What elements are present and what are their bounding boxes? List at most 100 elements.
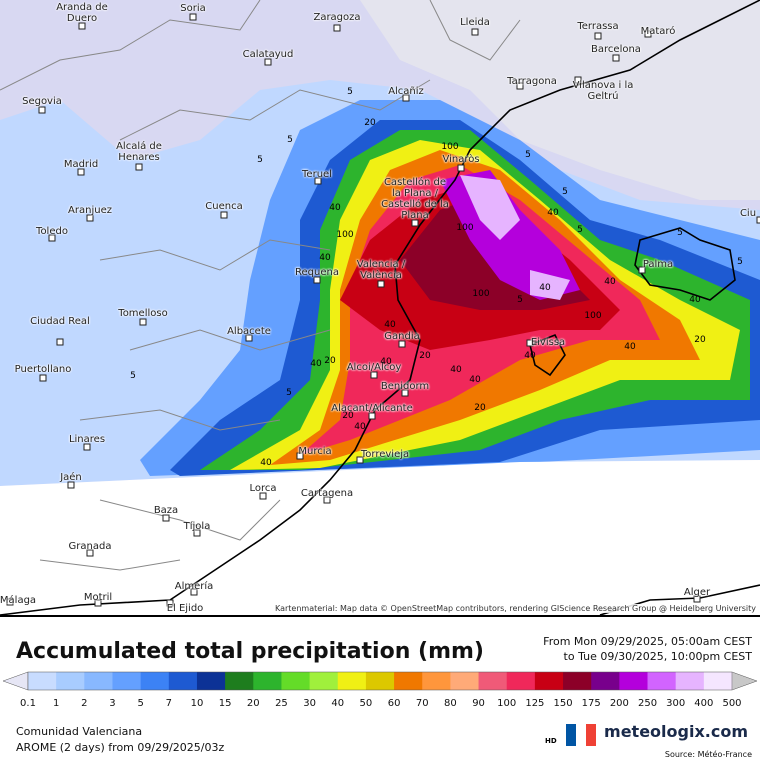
contour-label: 5 (517, 295, 523, 305)
scale-label: 60 (388, 698, 401, 709)
scale-cell (197, 672, 226, 690)
scale-cell (56, 672, 85, 690)
flag (566, 724, 596, 746)
contour-label: 5 (287, 135, 293, 145)
contour-label: 20 (364, 118, 375, 128)
scale-cell (704, 672, 733, 690)
scale-label: 150 (553, 698, 572, 709)
city-label: Ciu (728, 208, 760, 219)
contour-label: 20 (419, 351, 430, 361)
city-label: Lorca (238, 483, 288, 494)
contour-label: 40 (604, 277, 615, 287)
contour-label: 40 (354, 422, 365, 432)
city-label: Vilanova i la Geltrú (563, 80, 643, 102)
contour-label: 100 (456, 223, 473, 233)
city-label: Zaragoza (302, 12, 372, 23)
city-label: El Ejido (160, 603, 210, 614)
city-label: Alcoi/Alcoy (339, 362, 409, 373)
city-label: Gandia (372, 331, 432, 342)
city-label: Toledo (22, 226, 82, 237)
scale-cell (591, 672, 620, 690)
scale-label: 200 (610, 698, 629, 709)
contour-label: 5 (562, 187, 568, 197)
contour-label: 5 (347, 87, 353, 97)
city-label: Murcia (285, 446, 345, 457)
scale-cell (225, 672, 254, 690)
city-label: Terrassa (563, 21, 633, 32)
city-label: Tíjola (172, 521, 222, 532)
scale-label: 400 (694, 698, 713, 709)
city-marker (190, 14, 197, 21)
map-attribution: Kartenmaterial: Map data © OpenStreetMap… (273, 604, 758, 613)
scale-label: 25 (275, 698, 288, 709)
city-marker (140, 319, 147, 326)
chart-title: Accumulated total precipitation (mm) (16, 639, 484, 664)
contour-label: 5 (737, 257, 743, 267)
city-label: Valencia / València (346, 259, 416, 281)
city-marker (472, 29, 479, 36)
city-label: Benidorm (375, 381, 435, 392)
city-label: Tarragona (497, 76, 567, 87)
scale-over (732, 672, 757, 690)
city-marker (595, 33, 602, 40)
city-label: Aranjuez (60, 205, 120, 216)
scale-cell (84, 672, 113, 690)
scale-label: 3 (109, 698, 115, 709)
scale-cell (535, 672, 564, 690)
city-label: Alcañiz (376, 86, 436, 97)
scale-label: 70 (416, 698, 429, 709)
scale-cell (648, 672, 677, 690)
city-label: Mataró (628, 26, 688, 37)
city-label: Lleida (445, 17, 505, 28)
scale-cell (366, 672, 395, 690)
city-label: Alacant/Alicante (327, 403, 417, 414)
scale-cell (28, 672, 57, 690)
contour-label: 5 (577, 225, 583, 235)
scale-label: 300 (666, 698, 685, 709)
city-label: Jaén (46, 472, 96, 483)
footer: Accumulated total precipitation (mm) Fro… (0, 615, 760, 762)
contour-label: 5 (677, 228, 683, 238)
scale-cell (507, 672, 536, 690)
contour-label: 40 (329, 203, 340, 213)
contour-label: 5 (286, 388, 292, 398)
contour-label: 100 (336, 230, 353, 240)
city-label: Aranda de Duero (52, 2, 112, 24)
contour-label: 20 (474, 403, 485, 413)
contour-label: 40 (384, 320, 395, 330)
scale-cell (450, 672, 479, 690)
scale-cell (422, 672, 451, 690)
contour-label: 40 (260, 458, 271, 468)
contour-label: 40 (689, 295, 700, 305)
city-label: Granada (60, 541, 120, 552)
scale-label: 100 (497, 698, 516, 709)
city-label: Albacete (214, 326, 284, 337)
scale-label: 2 (81, 698, 87, 709)
scale-cell (394, 672, 423, 690)
region: Comunidad Valenciana (16, 725, 142, 738)
hd-badge: HD (545, 737, 557, 745)
scale-label: 1 (53, 698, 59, 709)
scale-cell (619, 672, 648, 690)
scale-label: 50 (360, 698, 373, 709)
contour-label: 5 (257, 155, 263, 165)
scale-cell (676, 672, 705, 690)
city-label: Cartagena (292, 488, 362, 499)
city-label: Teruel (287, 169, 347, 180)
city-label: Baza (141, 505, 191, 516)
model-run: AROME (2 days) from 09/29/2025/03z (16, 741, 224, 754)
scale-label: 0.1 (20, 698, 36, 709)
scale-cell (310, 672, 339, 690)
city-label: Calatayud (233, 49, 303, 60)
contour-label: 20 (342, 411, 353, 421)
scale-cell (141, 672, 170, 690)
city-label: Tomelloso (108, 308, 178, 319)
logo[interactable]: meteologix.com (604, 722, 748, 741)
city-label: Málaga (0, 595, 43, 606)
scale-cell (169, 672, 198, 690)
time-from: From Mon 09/29/2025, 05:00am CEST (543, 635, 752, 648)
scale-label: 40 (331, 698, 344, 709)
city-marker (57, 339, 64, 346)
contour-label: 100 (472, 289, 489, 299)
